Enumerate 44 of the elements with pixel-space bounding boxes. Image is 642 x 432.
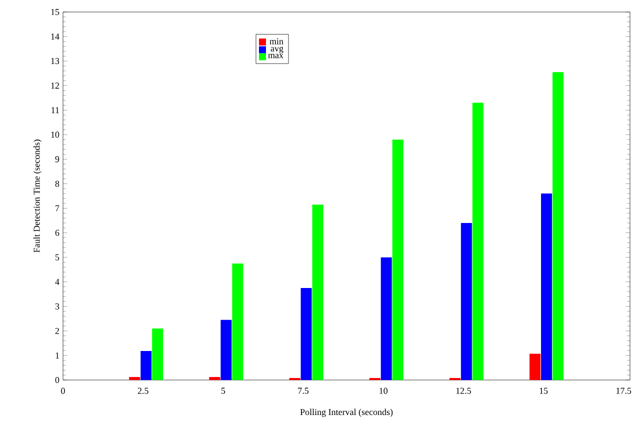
bar — [530, 354, 541, 380]
x-tick-label: 5 — [221, 388, 226, 394]
bar — [380, 257, 392, 380]
x-tick-label: 0 — [61, 388, 65, 394]
y-tick-label: 15 — [51, 8, 60, 16]
y-tick-label: 4 — [55, 278, 60, 285]
bar — [220, 320, 232, 380]
y-tick-label: 11 — [52, 107, 59, 114]
y-tick-label: 0 — [55, 376, 60, 384]
bar — [209, 377, 220, 380]
legend-label: max — [268, 54, 284, 58]
x-tick-label: 10 — [380, 388, 388, 394]
x-tick-label: 12.5 — [456, 388, 471, 394]
bar — [472, 102, 484, 380]
legend-label: avg — [270, 46, 284, 54]
bar — [552, 72, 564, 380]
y-tick-label: 7 — [56, 205, 60, 212]
y-tick-label: 12 — [51, 82, 59, 89]
x-tick-label: 7.5 — [298, 388, 309, 394]
bar — [312, 204, 324, 380]
y-tick-label: 9 — [55, 156, 60, 162]
bar — [232, 263, 244, 380]
x-tick-label: 17.5 — [616, 388, 632, 394]
bar — [541, 194, 552, 380]
y-tick-label: 10 — [51, 132, 60, 138]
x-tick-label: 15 — [540, 388, 548, 394]
bar — [460, 222, 472, 380]
bar — [152, 328, 164, 380]
y-tick-label: 1 — [56, 352, 59, 358]
y-tick-label: 8 — [55, 180, 60, 187]
x-axis-title: Polling Interval (seconds) — [300, 408, 393, 417]
y-axis-title: Fault Detection Time (seconds) — [33, 140, 42, 252]
bar — [140, 351, 152, 380]
y-tick-label: 3 — [55, 303, 60, 310]
x-tick-label: 2.5 — [138, 388, 148, 394]
bar — [300, 288, 312, 380]
legend-label: min — [270, 38, 284, 44]
y-tick-label: 2 — [55, 328, 59, 334]
y-tick-label: 5 — [55, 254, 60, 260]
y-tick-label: 6 — [55, 230, 60, 236]
y-tick-label: 13 — [51, 58, 60, 64]
bar — [392, 140, 404, 380]
y-tick-label: 14 — [51, 34, 60, 40]
bar — [129, 377, 140, 380]
